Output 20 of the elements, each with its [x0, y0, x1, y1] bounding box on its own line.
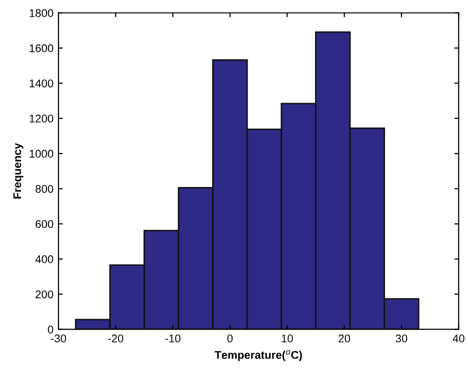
x-tick-label: 30 — [396, 334, 408, 342]
x-tick-label: -20 — [108, 334, 124, 342]
y-tick-label: 0 — [48, 326, 54, 334]
y-axis-title: Frequency — [13, 143, 24, 198]
y-tick-label: 1600 — [30, 44, 54, 52]
x-tick-label: 0 — [227, 334, 233, 342]
x-tick-label: -30 — [50, 334, 66, 342]
y-tick-label: 400 — [35, 255, 54, 264]
x-tick-label: 20 — [338, 334, 350, 342]
x-axis-title: Temperature($^{o}$C) — [214, 350, 302, 362]
x-tick-label: -10 — [165, 334, 180, 342]
y-tick-label: 1000 — [30, 150, 54, 158]
y-tick-label: 1200 — [30, 114, 54, 123]
y-tick-label: 1400 — [30, 79, 54, 88]
y-tick-label: 600 — [36, 220, 54, 228]
y-tick-label: 200 — [36, 290, 54, 298]
x-tick-label: 10 — [282, 334, 293, 342]
x-tick-label: 40 — [452, 334, 464, 342]
y-tick-label: 800 — [36, 184, 54, 193]
y-tick-label: 1800 — [30, 9, 54, 18]
